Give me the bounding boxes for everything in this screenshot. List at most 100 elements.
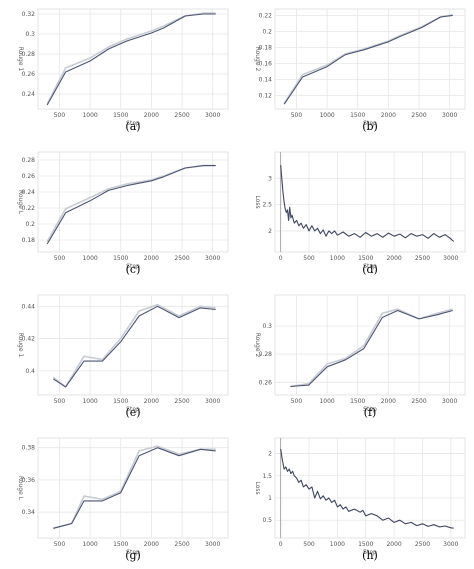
series-line	[283, 14, 453, 105]
x-tick-label: 3000	[443, 541, 458, 548]
x-tick-label: 0	[279, 541, 283, 548]
plot-area	[37, 437, 229, 539]
y-tick-label: 0.28	[22, 51, 36, 58]
x-tick-label: 1500	[113, 398, 128, 405]
x-axis-label: Step	[126, 263, 140, 270]
y-tick-label: 0.12	[259, 92, 273, 99]
y-tick-label: 0.44	[22, 303, 36, 310]
plot-area	[274, 151, 466, 253]
x-tick-label: 2000	[381, 112, 396, 119]
x-tick-label: 500	[54, 398, 66, 405]
y-tick-label: 0.26	[259, 379, 273, 386]
y-tick-label: 0.3	[25, 31, 35, 38]
y-axis-label: Rouge 1	[17, 333, 24, 358]
y-tick-label: 0.18	[22, 237, 36, 244]
x-axis-label: Step	[126, 120, 140, 127]
y-tick-label: 0.4	[25, 368, 35, 375]
x-axis-label: Step	[126, 406, 140, 413]
x-tick-label: 1000	[82, 398, 97, 405]
panel-caption: (c)	[126, 263, 141, 276]
y-tick-label: 0.24	[22, 91, 36, 98]
y-tick-label: 0.34	[22, 509, 36, 516]
x-tick-label: 1500	[350, 398, 365, 405]
x-tick-label: 1000	[82, 541, 97, 548]
y-axis-label: Rouge 2	[254, 333, 261, 358]
x-tick-label: 1000	[330, 541, 345, 548]
chart-panel: 500 1000 1500 2000 2500 3000 0.18 0.2 0.22 0.24 0.…	[17, 151, 229, 276]
y-tick-label: 1	[268, 495, 272, 502]
x-tick-label: 3000	[442, 112, 457, 119]
y-tick-label: 2	[268, 228, 272, 235]
panel-caption: (f)	[364, 406, 377, 419]
x-tick-label: 2500	[415, 541, 430, 548]
series-line	[46, 165, 216, 245]
y-axis-label: Rouge 1	[17, 47, 24, 72]
x-axis-label: Step	[126, 549, 140, 556]
y-tick-label: 0.42	[22, 336, 36, 343]
series-line	[280, 165, 455, 242]
series-line	[53, 447, 216, 529]
y-tick-label: 0.2	[25, 221, 35, 228]
y-tick-label: 0.2	[262, 28, 272, 35]
series-line	[52, 303, 216, 388]
x-tick-label: 3000	[205, 112, 220, 119]
x-tick-label: 1500	[113, 112, 128, 119]
series-line	[53, 305, 216, 388]
x-tick-label: 500	[291, 112, 303, 119]
panel-caption: (g)	[125, 549, 141, 562]
x-tick-label: 1000	[319, 112, 334, 119]
x-tick-label: 3000	[205, 541, 220, 548]
y-tick-label: 2	[268, 451, 272, 458]
y-tick-label: 0.22	[22, 205, 36, 212]
x-tick-label: 2000	[386, 255, 401, 262]
x-tick-label: 1500	[113, 541, 128, 548]
y-tick-label: 0.5	[262, 517, 272, 524]
chart-panel: 500 1000 1500 2000 2500 3000 0.12 0.14 0.16 0.18 0…	[254, 8, 466, 133]
x-tick-label: 3000	[443, 255, 458, 262]
x-tick-label: 2000	[144, 255, 159, 262]
plot-area	[274, 437, 466, 539]
plot-area	[37, 151, 229, 253]
chart-panel: 500 1000 1500 2000 2500 3000 0.4 0.42 0.44 Step Ro…	[17, 294, 229, 419]
y-tick-label: 3	[268, 175, 272, 182]
series-line	[53, 445, 216, 530]
x-axis-label: Step	[363, 120, 377, 127]
x-tick-label: 500	[303, 541, 315, 548]
x-tick-label: 500	[291, 398, 303, 405]
y-tick-label: 0.32	[22, 11, 36, 18]
y-tick-label: 0.24	[22, 189, 36, 196]
y-axis-label: Rouge L	[17, 476, 24, 501]
chart-panel: 0 500 1000 1500 2000 2500 3000 0.5 1 1.5 2 Step Loss…	[254, 437, 466, 562]
y-tick-label: 0.38	[22, 445, 36, 452]
y-tick-label: 0.26	[22, 71, 36, 78]
x-tick-label: 1500	[358, 541, 373, 548]
panel-caption: (a)	[125, 120, 140, 133]
x-tick-label: 1000	[330, 255, 345, 262]
y-tick-label: 0.22	[259, 12, 273, 19]
x-tick-label: 2000	[144, 398, 159, 405]
panel-caption: (e)	[125, 406, 140, 419]
panel-caption: (d)	[362, 263, 378, 276]
x-tick-label: 500	[303, 255, 315, 262]
plot-area	[274, 294, 466, 396]
chart-panel: 500 1000 1500 2000 2500 3000 0.34 0.36 0.38 Step R…	[17, 437, 229, 562]
y-tick-label: 0.36	[22, 477, 36, 484]
x-tick-label: 2500	[415, 255, 430, 262]
chart-panel: 500 1000 1500 2000 2500 3000 0.26 0.28 0.3 Step Ro…	[254, 294, 466, 419]
chart-panel: 0 500 1000 1500 2000 2500 3000 2 2.5 3 Step Loss (d)	[254, 151, 466, 276]
x-tick-label: 1500	[358, 255, 373, 262]
x-tick-label: 2500	[174, 541, 189, 548]
y-tick-label: 0.14	[259, 76, 273, 83]
x-tick-label: 2000	[144, 112, 159, 119]
plot-area	[37, 8, 229, 110]
x-tick-label: 2500	[174, 398, 189, 405]
x-tick-label: 2500	[174, 112, 189, 119]
x-tick-label: 3000	[205, 398, 220, 405]
y-tick-label: 2.5	[262, 202, 272, 209]
x-tick-label: 3000	[442, 398, 457, 405]
x-tick-label: 2000	[386, 541, 401, 548]
plot-area	[37, 294, 229, 396]
x-tick-label: 1500	[350, 112, 365, 119]
x-tick-label: 500	[54, 541, 66, 548]
